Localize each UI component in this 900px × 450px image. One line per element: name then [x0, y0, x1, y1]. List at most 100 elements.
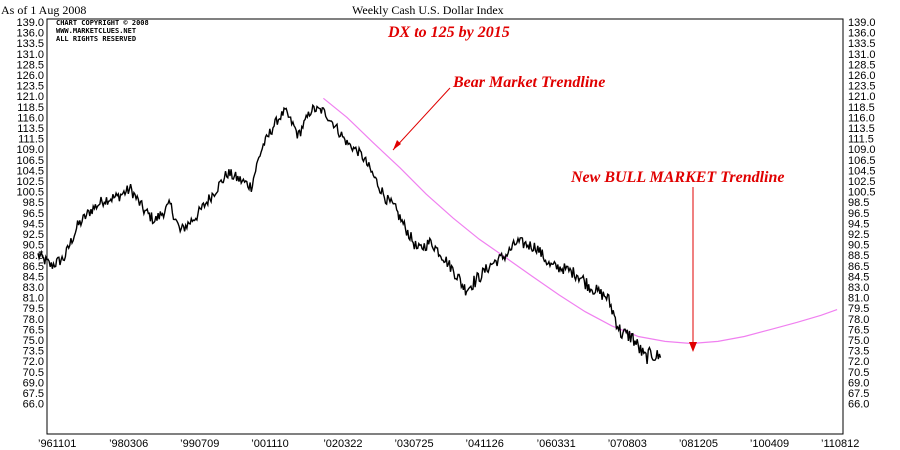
copyright-line-3: ALL RIGHTS RESERVED	[56, 35, 137, 43]
price-series-line	[37, 103, 662, 364]
bear-trendline-label: Bear Market Trendline	[453, 74, 606, 91]
x-tick: ’110812	[821, 438, 859, 450]
y-tick-right: 131.0	[848, 49, 876, 61]
y-tick-right: 83.0	[848, 282, 869, 294]
y-tick-right: 96.5	[848, 208, 869, 220]
x-tick: ’041126	[466, 438, 504, 450]
trendline-curve	[323, 97, 838, 345]
y-tick-right: 104.5	[848, 165, 876, 177]
y-tick-left: 90.5	[23, 240, 44, 252]
y-tick-right: 78.0	[848, 314, 869, 326]
y-tick-right: 100.5	[848, 187, 876, 199]
y-tick-left: 72.0	[23, 356, 44, 368]
y-tick-left: 78.0	[23, 314, 44, 326]
bear-arrow-head	[393, 140, 401, 150]
y-tick-left: 121.0	[16, 91, 44, 103]
y-tick-left: 131.0	[16, 49, 44, 61]
y-tick-left: 76.5	[23, 324, 44, 336]
y-tick-left: 128.5	[16, 59, 44, 71]
y-tick-left: 111.5	[18, 134, 44, 146]
y-tick-right: 67.5	[848, 388, 869, 400]
y-tick-right: 73.5	[848, 346, 869, 358]
copyright-line-1: CHART COPYRIGHT © 2008	[56, 19, 149, 27]
y-tick-left: 70.5	[23, 367, 44, 379]
y-tick-right: 88.5	[848, 250, 869, 262]
y-tick-left: 75.0	[23, 335, 44, 347]
y-tick-left: 81.0	[23, 293, 44, 305]
y-tick-right: 121.0	[848, 91, 876, 103]
y-tick-left: 69.0	[23, 377, 44, 389]
x-tick: ’980306	[109, 438, 148, 450]
y-tick-left: 113.5	[17, 123, 44, 135]
y-tick-left: 67.5	[23, 388, 44, 400]
y-tick-right: 116.0	[848, 112, 875, 124]
forecast-annotation: DX to 125 by 2015	[388, 24, 510, 41]
y-tick-left: 79.5	[23, 303, 44, 315]
y-tick-right: 75.0	[848, 335, 869, 347]
bear-arrow	[392, 87, 451, 151]
x-tick: ’060331	[537, 438, 576, 450]
y-tick-right: 136.0	[848, 28, 876, 40]
y-tick-left: 84.5	[23, 271, 44, 283]
y-axis-left: 139.0136.0133.5131.0128.5126.0123.5121.0…	[16, 17, 44, 411]
y-tick-left: 102.5	[16, 176, 44, 188]
y-tick-left: 133.5	[16, 38, 44, 50]
x-tick: ’990709	[180, 438, 219, 450]
y-tick-right: 126.0	[848, 70, 876, 82]
y-tick-right: 118.5	[848, 102, 875, 114]
y-tick-left: 118.5	[17, 102, 44, 114]
y-tick-right: 139.0	[848, 17, 876, 29]
y-tick-right: 84.5	[848, 271, 869, 283]
x-tick: ’020322	[323, 438, 362, 450]
y-tick-right: 90.5	[848, 240, 869, 252]
y-tick-left: 92.5	[23, 229, 44, 241]
y-tick-right: 76.5	[848, 324, 869, 336]
bull-trendline-label: New BULL MARKET Trendline	[571, 169, 785, 186]
y-tick-right: 69.0	[848, 377, 869, 389]
bull-arrow-head	[689, 342, 697, 352]
x-tick: ’001110	[251, 438, 289, 450]
y-tick-left: 96.5	[23, 208, 44, 220]
y-tick-right: 86.5	[848, 261, 869, 273]
y-tick-left: 83.0	[23, 282, 44, 294]
as-of-date: As of 1 Aug 2008	[1, 3, 87, 17]
y-tick-right: 66.0	[848, 399, 869, 411]
y-tick-left: 98.5	[23, 197, 44, 209]
y-tick-right: 102.5	[848, 176, 876, 188]
y-tick-right: 111.5	[848, 134, 874, 146]
y-tick-right: 123.5	[848, 81, 876, 93]
y-tick-right: 79.5	[848, 303, 869, 315]
plot-frame	[46, 18, 844, 435]
x-tick: ’100409	[750, 438, 789, 450]
y-tick-left: 66.0	[23, 399, 44, 411]
x-tick: ’030725	[394, 438, 433, 450]
y-tick-right: 113.5	[848, 123, 875, 135]
y-tick-right: 98.5	[848, 197, 869, 209]
y-tick-left: 100.5	[16, 187, 44, 199]
y-tick-left: 86.5	[23, 261, 44, 273]
x-tick: ’070803	[608, 438, 647, 450]
y-tick-right: 133.5	[848, 38, 876, 50]
y-axis-right: 139.0136.0133.5131.0128.5126.0123.5121.0…	[848, 17, 876, 411]
y-tick-right: 128.5	[848, 59, 876, 71]
y-tick-right: 92.5	[848, 229, 869, 241]
y-tick-right: 72.0	[848, 356, 869, 368]
y-tick-left: 116.0	[17, 112, 44, 124]
y-tick-left: 123.5	[16, 81, 44, 93]
y-tick-left: 104.5	[16, 165, 44, 177]
y-tick-right: 81.0	[848, 293, 869, 305]
x-axis: ’961101 ’980306 ’990709 ’001110 ’020322 ’0307…	[38, 438, 859, 450]
y-tick-left: 139.0	[16, 17, 44, 29]
y-tick-left: 94.5	[23, 218, 44, 230]
y-tick-left: 109.0	[16, 144, 44, 156]
chart-title: Weekly Cash U.S. Dollar Index	[352, 3, 504, 17]
y-tick-right: 94.5	[848, 218, 869, 230]
x-tick: ’081205	[679, 438, 718, 450]
y-tick-left: 136.0	[16, 28, 44, 40]
y-tick-right: 70.5	[848, 367, 869, 379]
y-tick-left: 106.5	[16, 155, 44, 167]
y-tick-right: 109.0	[848, 144, 876, 156]
x-tick: ’961101	[38, 438, 76, 450]
copyright-line-2: WWW.MARKETCLUES.NET	[56, 27, 137, 35]
